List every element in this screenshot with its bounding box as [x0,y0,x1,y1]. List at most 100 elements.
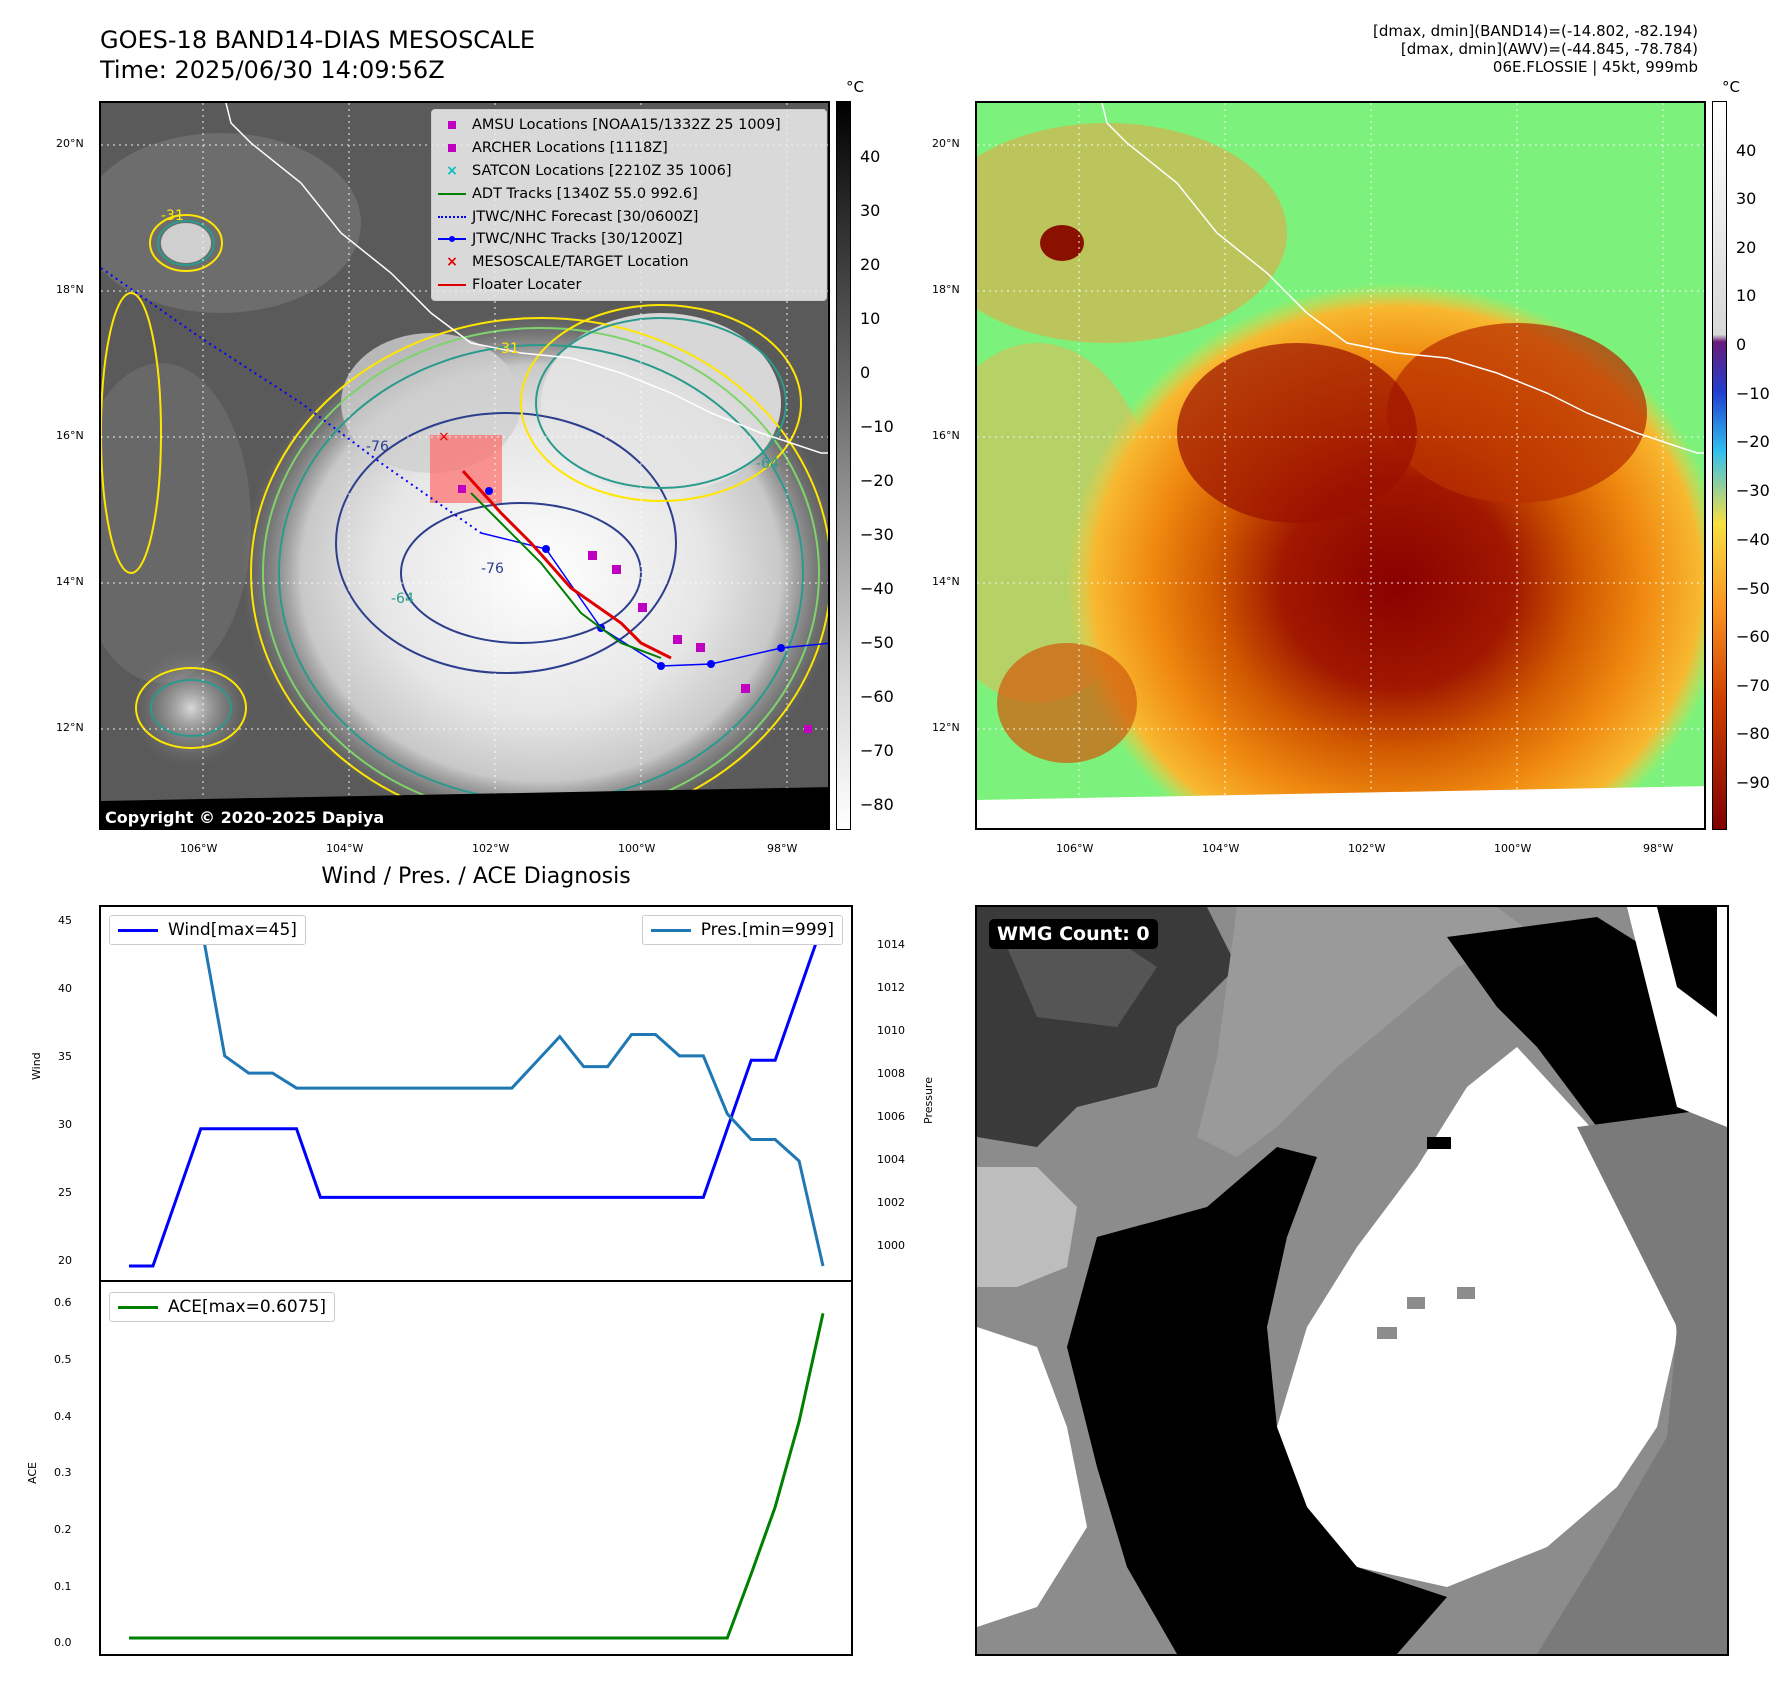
lat-tick: 12°N [56,721,84,734]
diagnosis-title: Wind / Pres. / ACE Diagnosis [321,864,631,889]
pressure-tick: 1002 [877,1196,905,1209]
contour-label: -31 [161,208,184,224]
pressure-tick: 1014 [877,938,905,951]
wmg-panel: WMG Count: 0 [975,905,1729,1656]
wind-tick: 35 [58,1050,72,1063]
cb-tick: −40 [1736,530,1770,549]
lat-tick: 16°N [932,429,960,442]
right-colorbar [1712,101,1727,830]
contour-label: -76 [366,439,389,455]
cb-tick: −30 [1736,481,1770,500]
right-colorbar-unit: °C [1722,78,1740,96]
lon-tick: 98°W [767,842,798,855]
lat-tick: 20°N [56,137,84,150]
chart-timestamp: Time: 2025/06/30 14:09:56Z [100,56,445,84]
ace-plot [129,1313,825,1640]
legend-item-target: × MESOSCALE/TARGET Location [446,254,689,271]
ace-tick: 0.5 [54,1353,72,1366]
cb-tick: −10 [860,417,894,436]
lon-tick: 106°W [180,842,218,855]
legend-item-best-track: JTWC/NHC Tracks [30/1200Z] [432,228,826,251]
ace-tick: 0.1 [54,1580,72,1593]
wind-series-line [129,922,825,1268]
pressure-tick: 1008 [877,1067,905,1080]
cb-tick: −20 [1736,432,1770,451]
lat-tick: 18°N [56,283,84,296]
cb-tick: −80 [1736,724,1770,743]
wind-tick: 40 [58,982,72,995]
ace-panel: ACE[max=0.6075] [99,1280,853,1656]
lon-tick: 100°W [618,842,656,855]
lon-tick: 106°W [1056,842,1094,855]
cb-tick: −50 [860,633,894,652]
contour-label: -64 [391,591,414,607]
cb-tick: −60 [860,687,894,706]
legend-item-archer: ARCHER Locations [1118Z] [432,137,826,160]
lat-tick: 16°N [56,429,84,442]
legend-pressure: Pres.[min=999] [641,915,843,945]
contour-label: -64 [756,456,779,472]
right-map-imagery [977,103,1704,828]
cb-tick: 40 [1736,141,1757,160]
ace-tick: 0.2 [54,1523,72,1536]
ace-tick: 0.0 [54,1636,72,1649]
ace-tick: 0.3 [54,1466,72,1479]
legend-item-amsu: AMSU Locations [NOAA15/1332Z 25 1009] [432,114,826,137]
contour-label: -76 [481,561,504,577]
legend-item-floater: Floater Locater [432,274,826,297]
lon-tick: 98°W [1643,842,1674,855]
contour-label: -31 [496,341,519,357]
cb-tick: −60 [1736,627,1770,646]
cb-tick: 20 [1736,238,1757,257]
left-colorbar [836,101,851,830]
info-awv-range: [dmax, dmin](AWV)=(-44.845, -78.784) [1400,40,1698,58]
cb-tick: −90 [1736,773,1770,792]
wind-tick: 25 [58,1186,72,1199]
pressure-tick: 1012 [877,981,905,994]
left-colorbar-unit: °C [846,78,864,96]
lat-tick: 20°N [932,137,960,150]
info-block: [dmax, dmin](BAND14)=(-14.802, -82.194) … [1373,22,1698,76]
cb-tick: 20 [860,255,881,274]
lon-tick: 102°W [472,842,510,855]
copyright-notice: Copyright © 2020-2025 Dapiya [101,806,389,828]
cb-tick: −30 [860,525,894,544]
cb-tick: −10 [1736,384,1770,403]
right-satellite-map [975,101,1706,830]
left-satellite-map: × -76 -76 -64 -64 -31 -31 Copyright © 20… [99,101,830,830]
cb-tick: 10 [1736,286,1757,305]
info-band14-range: [dmax, dmin](BAND14)=(-14.802, -82.194) [1373,22,1698,40]
cb-tick: 0 [860,363,871,382]
wind-tick: 45 [58,914,72,927]
lon-tick: 100°W [1494,842,1532,855]
wmg-imagery [977,907,1727,1654]
svg-text:×: × [438,429,450,445]
cb-tick: −80 [860,795,894,814]
lat-tick: 14°N [56,575,84,588]
lat-tick: 14°N [932,575,960,588]
pressure-tick: 1000 [877,1239,905,1252]
chart-title: GOES-18 BAND14-DIAS MESOSCALE [100,26,536,54]
legend-item-adt: ADT Tracks [1340Z 55.0 992.6] [432,182,826,205]
cb-tick: −20 [860,471,894,490]
ace-axis-label: ACE [26,1462,39,1484]
pressure-tick: 1006 [877,1110,905,1123]
legend-item-forecast: JTWC/NHC Forecast [30/0600Z] [432,205,826,228]
cb-tick: 40 [860,147,881,166]
lat-tick: 12°N [932,721,960,734]
wind-pressure-plot [129,921,825,1268]
legend-ace: ACE[max=0.6075] [109,1292,335,1322]
legend-wind: Wind[max=45] [109,915,306,945]
lat-tick: 18°N [932,283,960,296]
map-legend: AMSU Locations [NOAA15/1332Z 25 1009] AR… [431,109,827,302]
lon-tick: 104°W [326,842,364,855]
ace-tick: 0.4 [54,1410,72,1423]
lon-tick: 102°W [1348,842,1386,855]
wind-axis-label: Wind [30,1052,43,1080]
cb-tick: −50 [1736,579,1770,598]
pressure-axis-label: Pressure [922,1077,935,1124]
cb-tick: −70 [860,741,894,760]
pressure-series-line [129,921,825,1267]
wmg-count-badge: WMG Count: 0 [989,919,1158,949]
legend-item-satcon: × SATCON Locations [2210Z 35 1006] [446,162,732,179]
